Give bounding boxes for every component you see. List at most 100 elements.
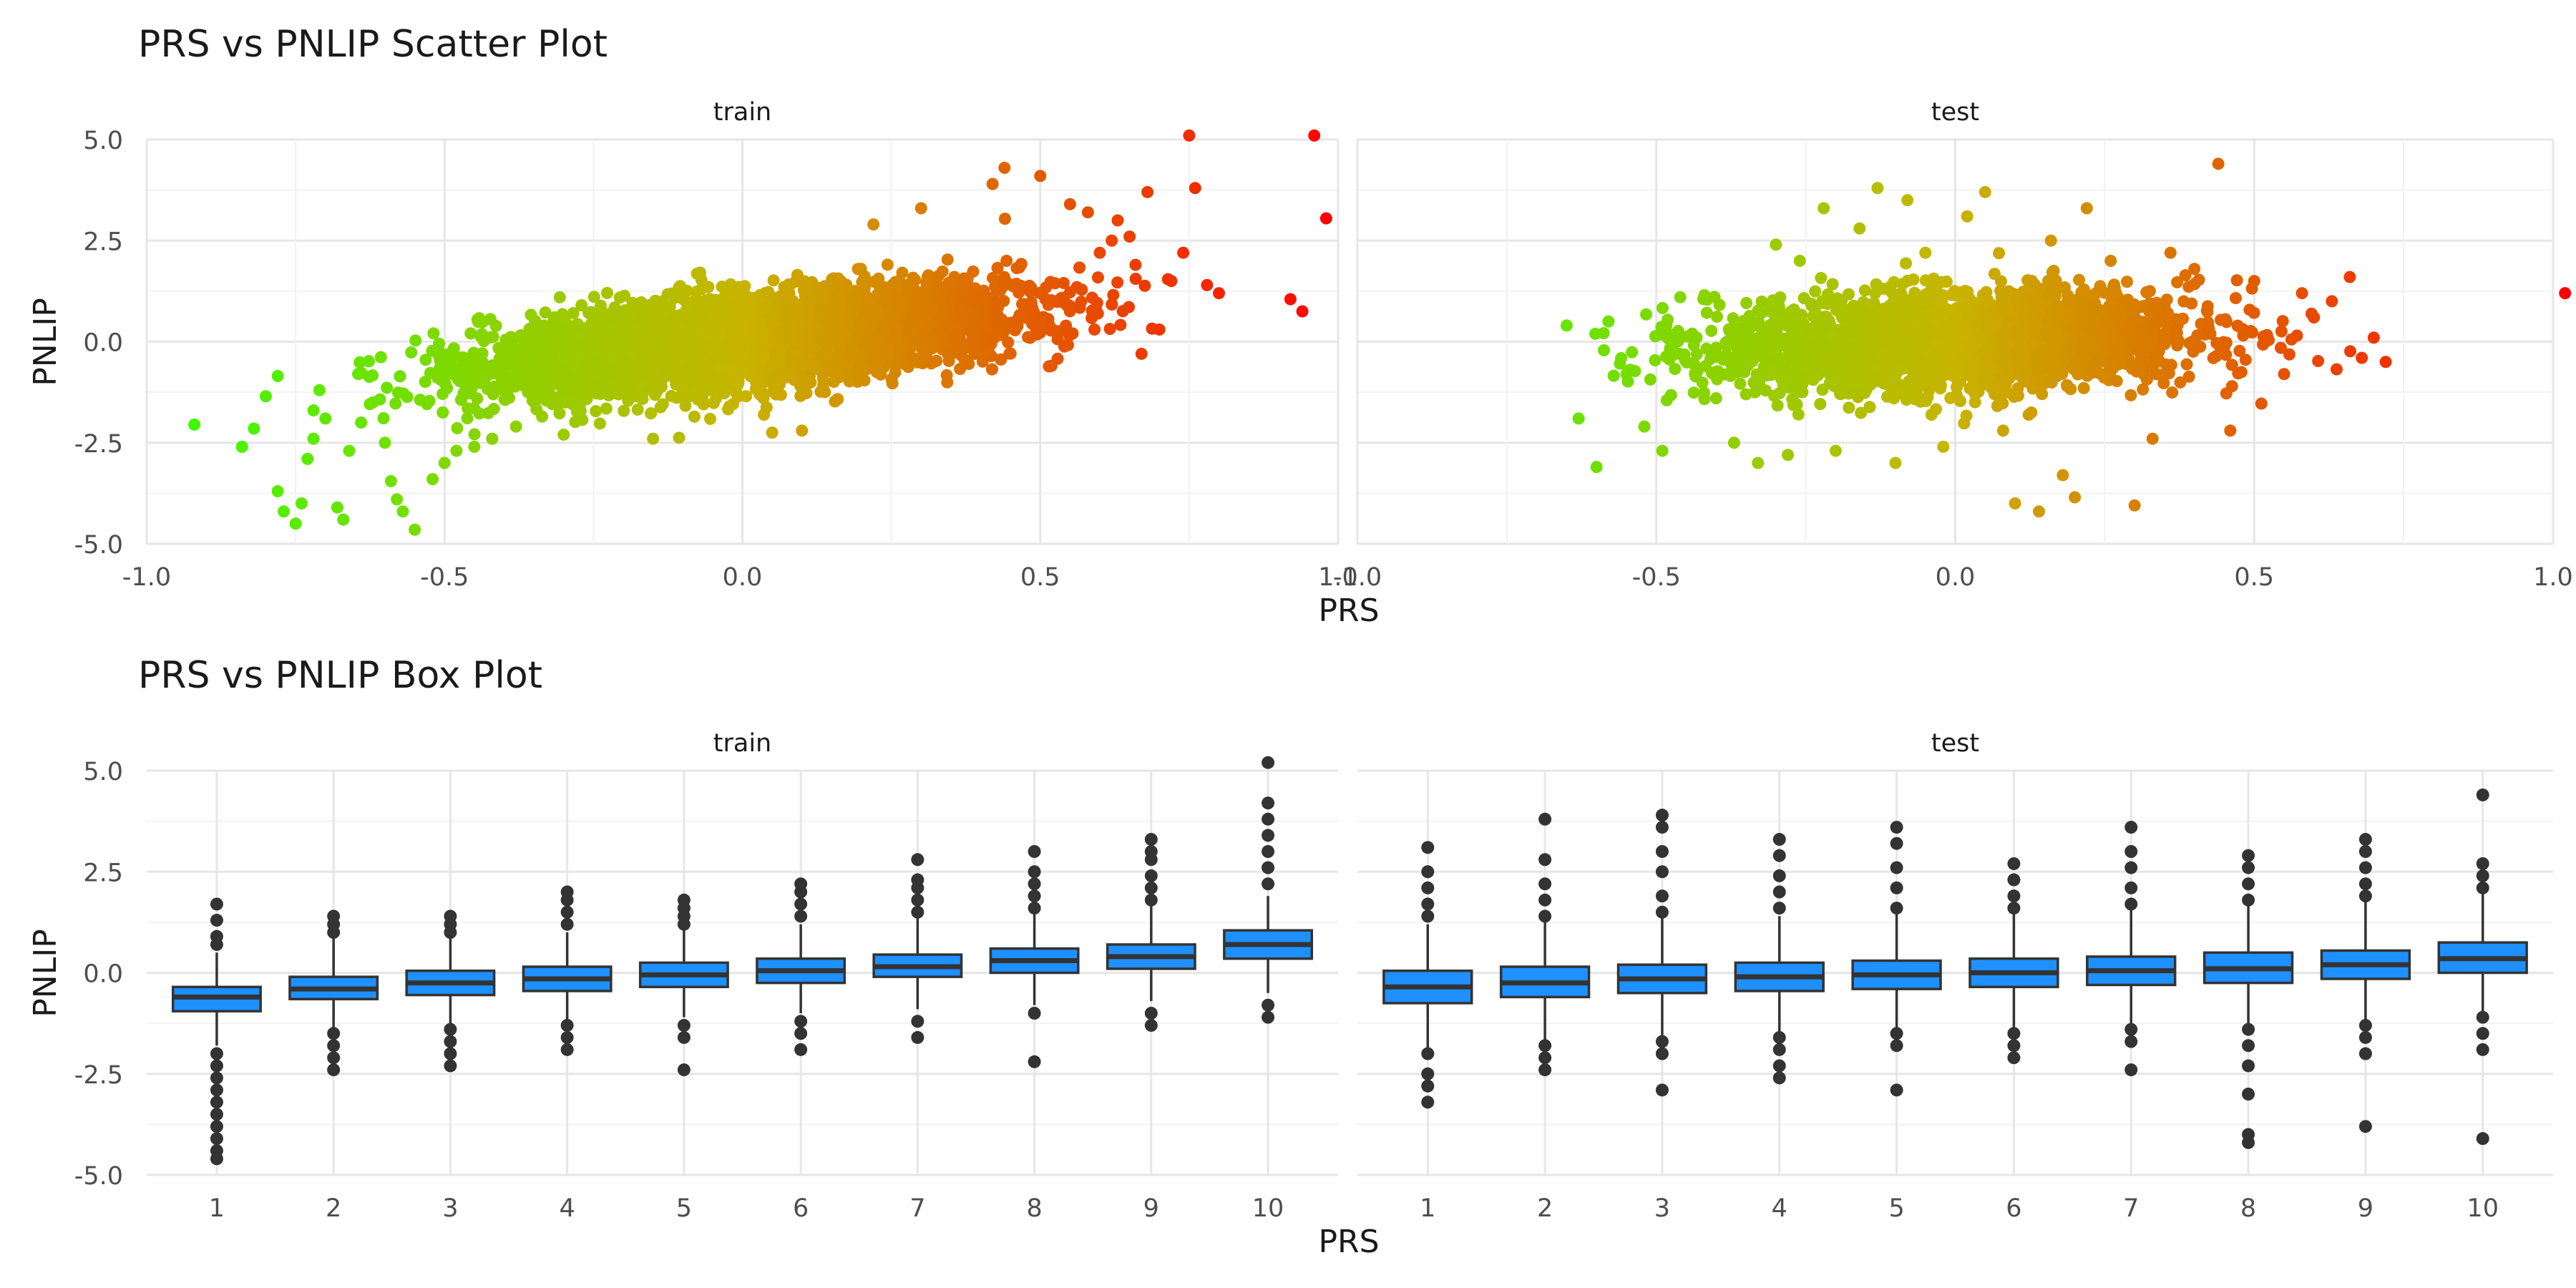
scatter-point — [940, 369, 953, 381]
scatter-point — [680, 391, 693, 404]
scatter-point — [896, 266, 909, 279]
scatter-point — [1111, 276, 1124, 289]
scatter-point — [1116, 305, 1129, 318]
scatter-point — [817, 379, 830, 391]
scatter-point — [476, 328, 489, 341]
scatter-point — [921, 275, 934, 288]
scatter-point — [482, 406, 494, 419]
scatter-point — [1061, 338, 1074, 351]
scatter-point — [600, 402, 613, 415]
scatter-point — [389, 397, 402, 410]
scatter-point — [486, 366, 499, 379]
scatter-point — [494, 383, 507, 396]
scatter-point — [1138, 279, 1151, 292]
scatter-point — [532, 321, 545, 334]
scatter-point — [405, 346, 418, 358]
scatter-point — [1004, 347, 1017, 360]
scatter-point — [881, 258, 894, 271]
scatter-point — [858, 270, 871, 283]
scatter-point — [1048, 277, 1061, 290]
scatter-point — [753, 388, 766, 401]
scatter-point — [1091, 271, 1104, 284]
scatter-point — [991, 319, 1004, 332]
scatter-point — [631, 403, 644, 416]
y-tick-label: 2.5 — [83, 228, 123, 256]
scatter-point — [694, 391, 707, 404]
scatter-point — [1088, 323, 1101, 336]
scatter-point — [632, 308, 645, 321]
scatter-point — [363, 371, 376, 384]
y-tick-label: -5.0 — [74, 531, 123, 560]
scatter-point — [414, 394, 426, 406]
scatter-point — [769, 388, 782, 401]
scatter-point — [590, 405, 602, 418]
scatter-point — [897, 299, 909, 312]
scatter-point — [961, 272, 974, 285]
scatter-point — [427, 327, 440, 340]
scatter-title: PRS vs PNLIP Scatter Plot — [138, 23, 608, 66]
scatter-point — [880, 290, 893, 303]
scatter-point — [1063, 299, 1075, 312]
scatter-point — [1114, 318, 1127, 331]
scatter-point — [533, 358, 546, 371]
scatter-point — [767, 274, 780, 287]
scatter-point — [1000, 276, 1013, 289]
scatter-point — [634, 391, 647, 404]
scatter-point — [692, 326, 705, 339]
scatter-point — [791, 268, 804, 281]
scatter-point — [1106, 298, 1118, 311]
scatter-point — [869, 360, 882, 373]
scatter-point — [587, 291, 600, 303]
scatter-point — [548, 311, 561, 324]
scatter-point — [1129, 273, 1142, 286]
scatter-point — [489, 319, 502, 332]
scatter-point — [451, 421, 464, 434]
scatter-point — [468, 401, 481, 414]
scatter-point — [409, 334, 422, 347]
scatter-point — [457, 351, 470, 364]
scatter-point — [804, 290, 817, 303]
scatter-point — [436, 406, 449, 419]
scatter-point — [816, 296, 829, 309]
scatter-point — [763, 288, 776, 301]
y-tick-label: 5.0 — [83, 127, 123, 155]
scatter-point — [1103, 323, 1116, 336]
scatter-point — [468, 428, 481, 441]
scatter-point — [539, 306, 552, 319]
scatter-point — [889, 366, 902, 379]
scatter-point — [882, 341, 894, 354]
scatter-point — [941, 253, 954, 266]
scatter-point — [1024, 285, 1037, 298]
scatter-point — [618, 404, 630, 417]
scatter-point — [804, 302, 816, 315]
scatter-point — [536, 410, 549, 423]
scatter-point — [608, 310, 620, 323]
scatter-point — [600, 286, 613, 299]
scatter-point — [576, 414, 589, 426]
scatter-point — [886, 377, 899, 390]
scatter-point — [461, 411, 474, 424]
scatter-point — [800, 386, 813, 399]
scatter-point — [730, 386, 743, 399]
scatter-panel-train — [145, 129, 1340, 545]
scatter-point — [936, 265, 949, 278]
scatter-point — [476, 316, 489, 328]
scatter-point — [419, 376, 431, 389]
scatter-point — [445, 359, 458, 372]
scatter-point — [1040, 281, 1053, 294]
scatter-point — [708, 322, 721, 335]
scatter-point — [985, 363, 998, 376]
y-tick-label: -2.5 — [74, 430, 123, 459]
scatter-point — [907, 271, 919, 284]
scatter-point — [907, 293, 919, 306]
y-tick-label: 0.0 — [83, 329, 123, 358]
scatter-point — [1009, 323, 1022, 336]
scatter-point — [726, 323, 738, 336]
scatter-point — [605, 380, 618, 393]
scatter-point — [656, 398, 669, 411]
scatter-point — [475, 361, 488, 374]
y-axis-label: PNLIP — [27, 298, 64, 386]
scatter-point — [673, 431, 686, 444]
x-axis-label: PRS — [1318, 592, 1379, 629]
